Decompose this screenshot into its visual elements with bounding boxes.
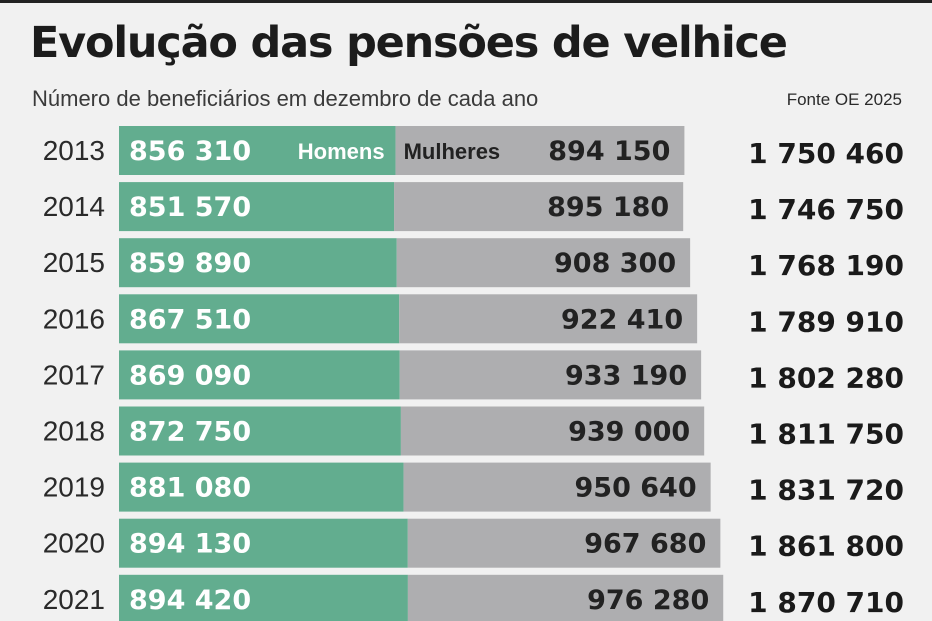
bar-men <box>119 238 397 288</box>
bar-women <box>403 462 711 512</box>
bar-women <box>399 350 702 400</box>
total-value-label: 1 789 910 <box>748 305 904 338</box>
year-label: 2014 <box>43 191 105 222</box>
bar-men <box>119 126 396 175</box>
bar-men <box>119 294 400 344</box>
bar-men <box>119 518 408 568</box>
year-label: 2016 <box>43 303 105 334</box>
legend-men-label: Homens <box>298 139 385 164</box>
women-value-label: 894 150 <box>548 136 670 167</box>
legend-women-label: Mulheres <box>404 139 501 164</box>
women-value-label: 939 000 <box>568 417 690 448</box>
bar-women <box>394 182 684 232</box>
men-value-label: 859 890 <box>129 248 251 279</box>
bar-women <box>399 294 698 344</box>
men-value-label: 881 080 <box>129 473 251 504</box>
year-label: 2020 <box>43 528 105 559</box>
bar-men <box>119 406 401 456</box>
men-value-label: 856 310 <box>129 136 251 167</box>
men-value-label: 867 510 <box>129 304 251 335</box>
total-value-label: 1 811 750 <box>748 418 904 451</box>
women-value-label: 922 410 <box>561 304 683 335</box>
bar-women <box>396 238 691 288</box>
chart-title: Evolução das pensões de velhice <box>30 18 788 68</box>
year-label: 2015 <box>43 247 105 278</box>
men-value-label: 894 130 <box>129 529 251 560</box>
bar-women <box>407 518 721 568</box>
year-label: 2013 <box>43 135 105 166</box>
men-value-label: 869 090 <box>129 360 251 391</box>
chart-subtitle: Número de beneficiários em dezembro de c… <box>32 86 539 111</box>
women-value-label: 895 180 <box>547 192 669 223</box>
year-label: 2019 <box>43 472 105 503</box>
bar-women <box>400 406 705 456</box>
total-value-label: 1 750 460 <box>748 137 904 170</box>
total-value-label: 1 861 800 <box>748 530 904 563</box>
year-label: 2018 <box>43 416 105 447</box>
total-value-label: 1 870 710 <box>748 586 904 619</box>
total-value-label: 1 768 190 <box>748 249 904 282</box>
women-value-label: 950 640 <box>575 473 697 504</box>
top-rule <box>0 0 932 3</box>
total-value-label: 1 802 280 <box>748 361 904 394</box>
total-value-label: 1 831 720 <box>748 474 904 507</box>
year-label: 2017 <box>43 359 105 390</box>
men-value-label: 872 750 <box>129 417 251 448</box>
women-value-label: 967 680 <box>584 529 706 560</box>
bar-women <box>407 574 724 621</box>
bar-men <box>119 574 408 621</box>
bar-men <box>119 182 395 232</box>
men-value-label: 851 570 <box>129 192 251 223</box>
bar-women <box>395 126 685 175</box>
women-value-label: 933 190 <box>565 360 687 391</box>
men-value-label: 894 420 <box>129 585 251 616</box>
bar-men <box>119 462 404 512</box>
bar-men <box>119 350 400 400</box>
women-value-label: 976 280 <box>587 585 709 616</box>
total-value-label: 1 746 750 <box>748 193 904 226</box>
women-value-label: 908 300 <box>554 248 676 279</box>
source-note: Fonte OE 2025 <box>786 90 902 109</box>
year-label: 2021 <box>43 584 105 615</box>
